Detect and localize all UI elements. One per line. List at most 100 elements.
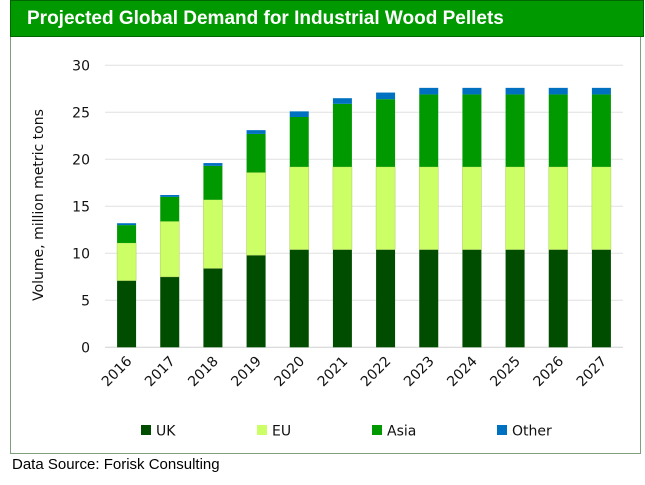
legend-swatch-asia [372, 425, 382, 435]
bar-segment-eu [505, 166, 525, 250]
bar-segment-asia [419, 94, 439, 167]
legend-item: UK [141, 424, 176, 440]
bars [116, 87, 612, 348]
bar-segment-uk [332, 249, 352, 348]
bar-segment-eu [246, 172, 266, 256]
x-tick-label: 2023 [401, 354, 438, 391]
bar-segment-eu [159, 221, 180, 278]
chart-frame [10, 0, 641, 454]
bar-segment-other [591, 87, 611, 95]
bar-segment-other [160, 195, 180, 197]
bar-segment-asia [332, 103, 352, 167]
bar-segment-uk [246, 255, 266, 348]
title-bar: Projected Global Demand for Industrial W… [10, 0, 644, 37]
bar-segment-asia [160, 196, 180, 222]
legend-item: EU [257, 424, 291, 440]
x-axis-ticks: 2016 2017 2018 2019 2020 2021 2022 2023 2024 2025… [99, 353, 610, 390]
bar-segment-uk [289, 249, 309, 348]
bar-stack [462, 87, 482, 348]
gridlines [105, 64, 623, 348]
bar-segment-eu [548, 166, 569, 250]
bar-stack [116, 223, 137, 348]
bar-segment-uk [203, 268, 223, 348]
bar-stack [375, 92, 396, 348]
bar-segment-other [203, 163, 223, 166]
bar-segment-uk [548, 249, 568, 348]
bar-stack [505, 87, 525, 348]
legend-label: EU [272, 424, 291, 440]
bar-segment-asia [376, 99, 396, 167]
bar-segment-asia [203, 165, 223, 200]
bar-segment-eu [418, 166, 439, 250]
bar-segment-eu [203, 199, 223, 269]
bar-segment-eu [462, 166, 482, 250]
bar-segment-other [332, 98, 352, 104]
y-tick-label: 0 [81, 340, 90, 356]
bar-segment-asia [548, 94, 568, 167]
x-tick-label: 2026 [531, 353, 568, 390]
bar-segment-other [289, 111, 309, 117]
bar-segment-asia [246, 133, 266, 173]
legend-item: Other [497, 424, 552, 440]
x-tick-label: 2017 [142, 354, 179, 391]
x-tick-label: 2021 [315, 354, 352, 391]
bar-stack [289, 111, 310, 348]
bar-segment-uk [505, 249, 525, 348]
legend-item: Asia [372, 424, 416, 440]
bar-stack [203, 163, 223, 348]
bar-segment-eu [375, 166, 396, 250]
bar-segment-eu [591, 166, 612, 250]
y-tick-label: 5 [81, 293, 90, 309]
x-tick-label: 2027 [574, 354, 611, 391]
bar-segment-uk [591, 249, 611, 348]
bar-segment-other [505, 87, 525, 95]
bar-segment-asia [117, 225, 137, 243]
bar-segment-uk [160, 276, 180, 348]
bar-segment-eu [332, 166, 353, 250]
x-tick-label: 2020 [272, 354, 309, 391]
bar-segment-asia [591, 94, 611, 167]
y-tick-label: 10 [72, 246, 90, 262]
x-tick-label: 2016 [99, 353, 136, 390]
x-tick-label: 2025 [487, 354, 524, 391]
bar-segment-other [246, 130, 266, 134]
bar-segment-asia [462, 94, 482, 167]
bar-segment-uk [462, 249, 482, 348]
x-tick-label: 2018 [185, 354, 222, 391]
bar-stack [246, 130, 266, 348]
bar-segment-asia [505, 94, 525, 167]
y-axis-ticks: 0 5 10 15 20 25 30 [72, 58, 90, 356]
data-source-note: Data Source: Forisk Consulting [12, 456, 220, 473]
bar-segment-uk [419, 249, 439, 348]
legend-swatch-uk [141, 425, 151, 435]
legend-label: Other [512, 424, 552, 440]
x-tick-label: 2019 [228, 354, 265, 391]
y-tick-label: 25 [72, 105, 90, 121]
x-tick-label: 2022 [358, 354, 395, 391]
y-tick-label: 30 [72, 58, 90, 74]
bar-segment-other [548, 87, 568, 95]
bar-segment-eu [116, 242, 137, 281]
bar-segment-other [419, 87, 439, 95]
bar-segment-uk [376, 249, 396, 348]
legend: UK EU Asia Other [141, 424, 552, 440]
bar-segment-asia [289, 117, 309, 167]
bar-segment-other [117, 223, 137, 226]
bar-segment-eu [289, 166, 310, 250]
bar-stack [548, 87, 569, 348]
y-axis-label: Volume, million metric tons [31, 109, 47, 301]
bar-stack [418, 87, 439, 348]
bar-stack [591, 87, 612, 348]
y-tick-label: 15 [72, 199, 90, 215]
bar-segment-uk [117, 280, 137, 348]
bar-stack [159, 195, 180, 348]
legend-swatch-eu [257, 425, 267, 435]
x-tick-label: 2024 [444, 353, 481, 390]
legend-label: Asia [387, 424, 416, 440]
legend-swatch-other [497, 425, 507, 435]
bar-segment-other [462, 87, 482, 95]
bar-stack [332, 98, 353, 348]
bar-segment-other [376, 92, 396, 100]
chart-title: Projected Global Demand for Industrial W… [27, 8, 504, 29]
